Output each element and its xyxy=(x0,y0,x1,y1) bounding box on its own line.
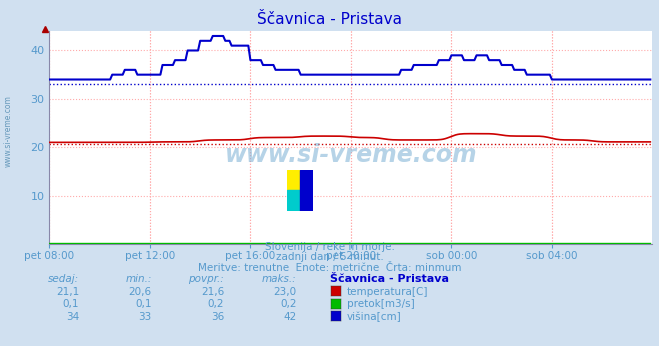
Bar xyxy=(300,170,313,211)
Text: sedaj:: sedaj: xyxy=(48,274,79,284)
Text: 42: 42 xyxy=(283,312,297,322)
Text: 23,0: 23,0 xyxy=(273,287,297,297)
Text: Ščavnica - Pristava: Ščavnica - Pristava xyxy=(257,12,402,27)
Text: 0,2: 0,2 xyxy=(280,299,297,309)
Text: 0,2: 0,2 xyxy=(208,299,224,309)
Text: 34: 34 xyxy=(66,312,79,322)
Text: www.si-vreme.com: www.si-vreme.com xyxy=(3,95,13,167)
Text: 33: 33 xyxy=(138,312,152,322)
Text: 0,1: 0,1 xyxy=(63,299,79,309)
Text: višina[cm]: višina[cm] xyxy=(347,311,401,322)
Text: Ščavnica - Pristava: Ščavnica - Pristava xyxy=(330,274,449,284)
Text: 0,1: 0,1 xyxy=(135,299,152,309)
Text: povpr.:: povpr.: xyxy=(188,274,224,284)
Text: 21,6: 21,6 xyxy=(201,287,224,297)
Text: Meritve: trenutne  Enote: metrične  Črta: minmum: Meritve: trenutne Enote: metrične Črta: … xyxy=(198,263,461,273)
Text: 36: 36 xyxy=(211,312,224,322)
Text: pretok[m3/s]: pretok[m3/s] xyxy=(347,299,415,309)
Text: 21,1: 21,1 xyxy=(56,287,79,297)
Text: maks.:: maks.: xyxy=(262,274,297,284)
Text: zadnji dan / 5 minut.: zadnji dan / 5 minut. xyxy=(275,252,384,262)
Bar xyxy=(287,170,300,190)
Text: Slovenija / reke in morje.: Slovenija / reke in morje. xyxy=(264,242,395,252)
Bar xyxy=(287,190,300,211)
Text: 20,6: 20,6 xyxy=(129,287,152,297)
Text: min.:: min.: xyxy=(125,274,152,284)
Text: www.si-vreme.com: www.si-vreme.com xyxy=(225,143,477,166)
Text: temperatura[C]: temperatura[C] xyxy=(347,287,428,297)
